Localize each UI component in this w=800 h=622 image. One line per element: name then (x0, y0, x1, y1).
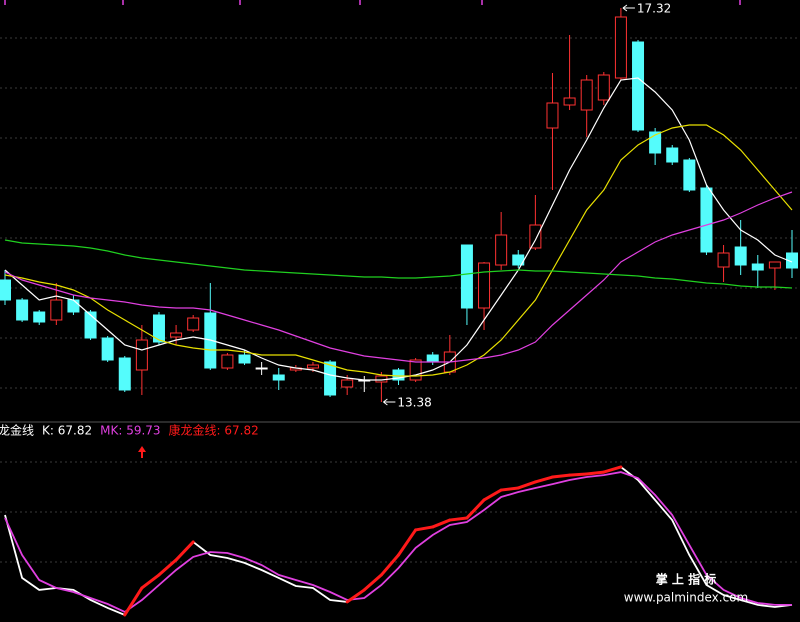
highlight-segment (414, 525, 435, 532)
highlight-segment (482, 488, 503, 502)
watermark-url: www.palmindex.com (624, 591, 748, 605)
candle-body (460, 244, 473, 309)
candle-body (700, 187, 713, 253)
highlight-segment (431, 518, 452, 529)
candle-body (409, 359, 422, 381)
candle-body (563, 97, 576, 106)
candle-body (632, 41, 645, 131)
candle-body (152, 314, 165, 343)
grid (0, 37, 800, 563)
highlight-segment (157, 558, 178, 577)
max-label: 17.32 (637, 2, 671, 16)
highlight-segment (448, 516, 469, 522)
candle-body (649, 131, 662, 154)
highlight-segment (550, 473, 572, 479)
line-series (4, 77, 793, 381)
highlight-segment (465, 498, 486, 520)
candle-body (272, 374, 285, 381)
candle-body (33, 311, 46, 323)
highlight-segment (362, 573, 383, 592)
candle-body (341, 379, 354, 388)
highlight-segment (516, 480, 537, 490)
candle-body (546, 102, 559, 129)
indicator-title: 龙金线 (0, 423, 34, 438)
line-series (4, 239, 793, 289)
candle-body (187, 317, 200, 331)
candle-body (786, 252, 798, 269)
annotation-arrow (383, 398, 396, 406)
highlight-segment (123, 586, 144, 617)
candle-body (614, 16, 627, 79)
line-series (4, 124, 793, 377)
candle-body (84, 311, 97, 339)
candle-body (751, 263, 764, 271)
highlight-segment (140, 573, 161, 590)
candle-body (392, 369, 405, 381)
highlight-segment (397, 528, 418, 557)
candle-body (529, 224, 542, 249)
candle-body (666, 147, 679, 163)
candle-body (478, 262, 491, 309)
cursor-arrow (138, 446, 146, 458)
candle-body (118, 357, 131, 391)
highlight-segment (499, 486, 520, 492)
candle-body (238, 354, 251, 364)
candle-body (324, 361, 337, 396)
candle-body (50, 299, 63, 321)
highlight-segment (345, 588, 366, 604)
candle-body (580, 79, 593, 111)
line-series (4, 471, 792, 614)
candle-body (221, 354, 234, 369)
highlight-segment (602, 465, 623, 474)
watermark-title: 掌 上 指 标 (656, 572, 717, 587)
highlight-segment (379, 553, 400, 577)
candle-body (101, 337, 114, 361)
highlight-segment (568, 472, 589, 477)
top-ticks (4, 0, 741, 5)
min-label: 13.38 (397, 396, 431, 410)
candle-body (170, 332, 183, 338)
highlight-segment (533, 475, 554, 484)
candle-body (717, 252, 730, 268)
readout: K: 67.82 (42, 424, 92, 438)
candle-body (135, 339, 148, 371)
candle-body (306, 364, 319, 369)
candle-body (495, 234, 508, 266)
candle-body (67, 299, 80, 313)
candle-body (255, 367, 268, 370)
line-series (4, 191, 793, 363)
highlight-segment (174, 540, 195, 562)
readout: MK: 59.73 (100, 424, 160, 438)
candle-body (16, 299, 29, 321)
highlight-segment (585, 470, 606, 476)
candle-body (768, 261, 781, 269)
readout: 康龙金线: 67.82 (169, 423, 259, 438)
candle-body (0, 279, 11, 301)
candle-body (734, 246, 747, 266)
annotation-arrow (622, 4, 635, 12)
candle-body (683, 159, 696, 191)
candle-body (426, 354, 439, 363)
candle-body (597, 74, 610, 101)
